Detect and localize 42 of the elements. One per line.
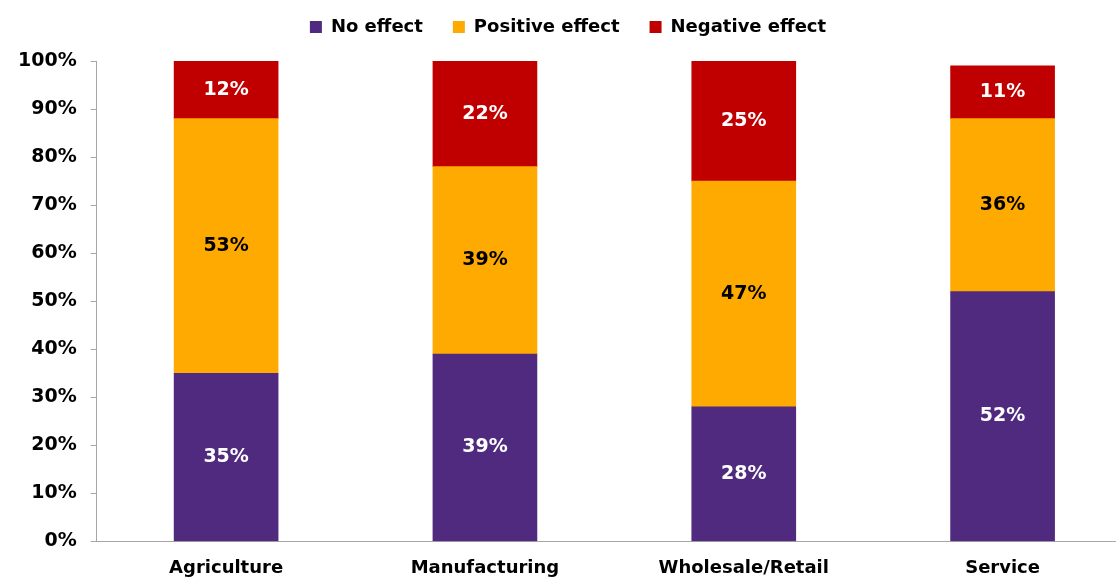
bar [173, 61, 279, 119]
y-tick-label: 80% [31, 144, 77, 167]
data-label: 39% [462, 434, 508, 457]
data-label: 52% [979, 403, 1026, 426]
y-tick-label: 100% [17, 47, 77, 70]
x-tick-label: Agriculture [169, 555, 284, 577]
data-label: 25% [721, 107, 767, 130]
legend-label: No effect [330, 14, 424, 36]
data-label: 36% [979, 192, 1026, 215]
data-label: 53% [203, 232, 249, 255]
y-tick-label: 50% [31, 288, 77, 311]
data-label: 22% [462, 100, 508, 123]
y-tick-label: 10% [31, 480, 77, 503]
x-tick-label: Service [965, 555, 1041, 577]
data-label: 35% [203, 444, 249, 467]
data-label: 28% [721, 460, 767, 483]
bar [691, 406, 797, 542]
bar [950, 65, 1055, 119]
y-tick-label: 90% [31, 95, 77, 118]
x-tick-label: Wholesale/Retail [658, 555, 829, 577]
bar [173, 372, 279, 542]
bar [691, 180, 797, 408]
bar [432, 353, 538, 542]
data-label: 11% [979, 79, 1026, 102]
y-tick-label: 40% [31, 336, 77, 359]
bar [950, 291, 1055, 542]
y-tick-label: 30% [31, 384, 77, 407]
y-tick-label: 70% [31, 192, 77, 215]
bar [432, 61, 538, 168]
y-tick-label: 20% [31, 432, 77, 455]
bar [432, 166, 538, 355]
bar [691, 61, 797, 182]
legend-label: Positive effect [473, 14, 620, 36]
data-label: 12% [203, 76, 249, 99]
legend-label: Negative effect [670, 14, 827, 36]
y-tick-label: 60% [31, 240, 77, 263]
data-label: 47% [721, 280, 767, 303]
y-tick-label: 0% [44, 528, 77, 551]
data-label: 39% [462, 247, 508, 270]
bar [173, 118, 279, 374]
x-tick-label: Manufacturing [410, 555, 560, 577]
bar [950, 118, 1055, 292]
